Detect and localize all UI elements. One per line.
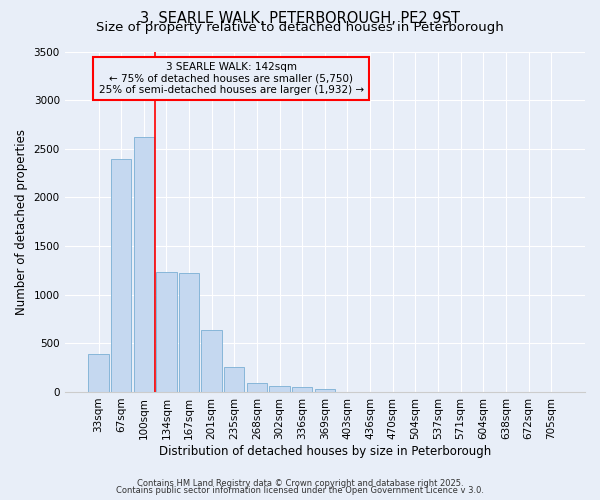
Bar <box>292 386 313 392</box>
Text: 3, SEARLE WALK, PETERBOROUGH, PE2 9ST: 3, SEARLE WALK, PETERBOROUGH, PE2 9ST <box>140 11 460 26</box>
Text: Contains HM Land Registry data © Crown copyright and database right 2025.: Contains HM Land Registry data © Crown c… <box>137 478 463 488</box>
Bar <box>111 158 131 392</box>
Bar <box>314 388 335 392</box>
Bar <box>156 272 176 392</box>
Bar <box>134 137 154 392</box>
Bar <box>88 354 109 392</box>
Bar <box>247 382 267 392</box>
X-axis label: Distribution of detached houses by size in Peterborough: Distribution of detached houses by size … <box>159 444 491 458</box>
Y-axis label: Number of detached properties: Number of detached properties <box>15 128 28 314</box>
Text: Contains public sector information licensed under the Open Government Licence v : Contains public sector information licen… <box>116 486 484 495</box>
Bar <box>202 330 222 392</box>
Bar <box>224 366 244 392</box>
Text: 3 SEARLE WALK: 142sqm
← 75% of detached houses are smaller (5,750)
25% of semi-d: 3 SEARLE WALK: 142sqm ← 75% of detached … <box>98 62 364 95</box>
Text: Size of property relative to detached houses in Peterborough: Size of property relative to detached ho… <box>96 21 504 34</box>
Bar <box>179 274 199 392</box>
Bar <box>269 386 290 392</box>
